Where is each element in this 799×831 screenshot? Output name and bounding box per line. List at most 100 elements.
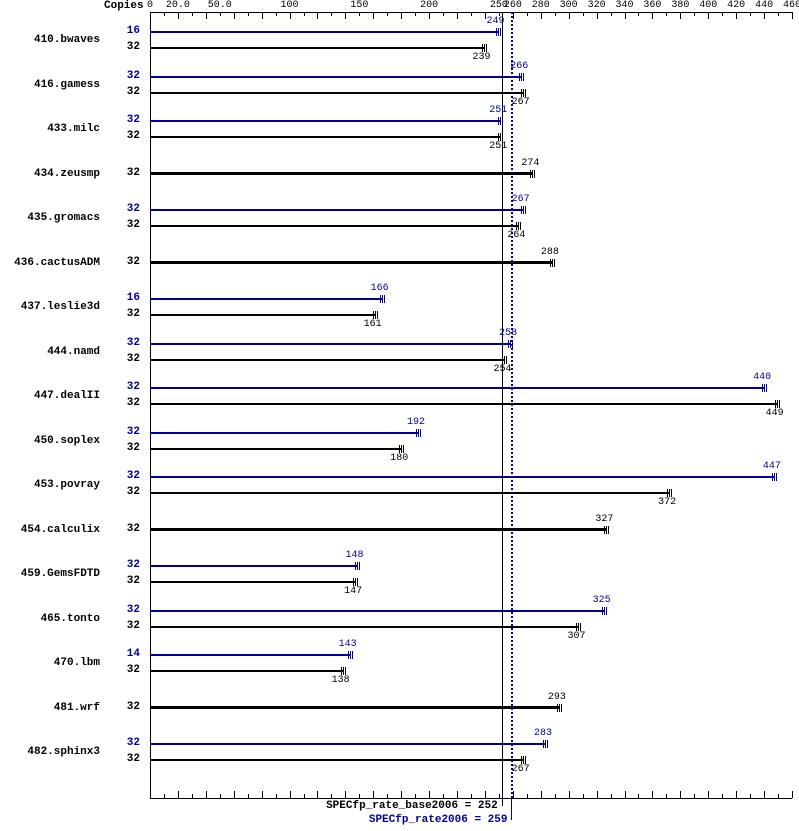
x-minortick-bottom bbox=[304, 794, 305, 798]
bar-end-tick bbox=[504, 356, 505, 364]
result-bar bbox=[150, 403, 777, 405]
x-axis-label: 200 bbox=[420, 0, 438, 11]
result-bar bbox=[150, 626, 578, 628]
x-tick-top bbox=[625, 12, 626, 19]
x-tick-bottom bbox=[429, 791, 430, 798]
x-tick-bottom bbox=[178, 791, 179, 798]
bar-end-tick bbox=[604, 526, 605, 534]
bar-end-tick bbox=[341, 667, 342, 675]
bar-end-tick bbox=[521, 89, 522, 97]
result-bar bbox=[150, 298, 382, 300]
x-minortick-top bbox=[192, 12, 193, 16]
bar-end-tick bbox=[359, 562, 360, 570]
bar-end-tick bbox=[532, 170, 533, 178]
result-value: 440 bbox=[753, 372, 771, 383]
copies-value: 32 bbox=[0, 70, 140, 82]
bar-end-tick bbox=[606, 607, 607, 615]
x-minortick-bottom bbox=[443, 794, 444, 798]
bar-end-tick bbox=[604, 607, 605, 615]
result-value: 148 bbox=[346, 550, 364, 561]
bar-end-tick bbox=[776, 473, 777, 481]
bar-end-tick bbox=[554, 259, 555, 267]
x-minortick-bottom bbox=[583, 794, 584, 798]
bar-end-tick bbox=[500, 133, 501, 141]
x-tick-top bbox=[345, 12, 346, 19]
bar-end-tick bbox=[498, 28, 499, 36]
x-minortick-top bbox=[722, 12, 723, 16]
result-value: 267 bbox=[512, 194, 530, 205]
x-tick-bottom bbox=[373, 791, 374, 798]
bar-end-tick bbox=[521, 756, 522, 764]
x-minortick-top bbox=[359, 12, 360, 16]
copies-value: 32 bbox=[0, 256, 140, 268]
bar-end-tick bbox=[502, 117, 503, 125]
bar-end-tick bbox=[357, 578, 358, 586]
bar-end-tick bbox=[779, 400, 780, 408]
x-minortick-top bbox=[583, 12, 584, 16]
x-minortick-bottom bbox=[750, 794, 751, 798]
bar-end-tick bbox=[525, 89, 526, 97]
bar-end-tick bbox=[357, 562, 358, 570]
bar-end-tick bbox=[777, 400, 778, 408]
x-tick-bottom bbox=[764, 791, 765, 798]
bar-end-tick bbox=[502, 356, 503, 364]
x-minortick-bottom bbox=[471, 794, 472, 798]
result-bar bbox=[150, 565, 357, 567]
x-minortick-top bbox=[387, 12, 388, 16]
copies-value: 32 bbox=[0, 470, 140, 482]
bar-end-tick bbox=[766, 384, 767, 392]
x-minortick-bottom bbox=[387, 794, 388, 798]
bar-end-tick bbox=[764, 384, 765, 392]
copies-value: 32 bbox=[0, 308, 140, 320]
result-value: 161 bbox=[364, 319, 382, 330]
result-bar bbox=[150, 314, 375, 316]
bar-end-tick bbox=[375, 311, 376, 319]
bar-end-tick bbox=[557, 704, 558, 712]
x-tick-bottom bbox=[680, 791, 681, 798]
bar-end-tick bbox=[559, 704, 560, 712]
bar-end-tick bbox=[343, 667, 344, 675]
bar-end-tick bbox=[530, 170, 531, 178]
x-minortick-bottom bbox=[555, 794, 556, 798]
x-tick-top bbox=[736, 12, 737, 19]
x-minortick-top bbox=[220, 12, 221, 16]
bar-end-tick bbox=[547, 740, 548, 748]
bar-end-tick bbox=[384, 295, 385, 303]
x-minortick-bottom bbox=[694, 794, 695, 798]
copies-value: 32 bbox=[0, 426, 140, 438]
plot-left-border bbox=[150, 12, 151, 798]
bar-end-tick bbox=[525, 756, 526, 764]
x-tick-top bbox=[541, 12, 542, 19]
result-bar bbox=[150, 581, 355, 583]
x-tick-top bbox=[708, 12, 709, 19]
bar-end-tick bbox=[418, 429, 419, 437]
copies-value: 32 bbox=[0, 737, 140, 749]
reference-label: SPECfp_rate2006 = 259 bbox=[369, 814, 508, 826]
x-minortick-top bbox=[555, 12, 556, 16]
x-tick-top bbox=[429, 12, 430, 19]
bar-end-tick bbox=[403, 445, 404, 453]
copies-value: 32 bbox=[0, 86, 140, 98]
result-bar bbox=[150, 528, 606, 531]
result-bar bbox=[150, 92, 523, 94]
x-axis-label: 280 bbox=[532, 0, 550, 11]
x-minortick-top bbox=[304, 12, 305, 16]
bar-end-tick bbox=[523, 89, 524, 97]
x-tick-top bbox=[150, 12, 151, 19]
bar-end-tick bbox=[523, 206, 524, 214]
bar-end-tick bbox=[506, 356, 507, 364]
x-minortick-top bbox=[415, 12, 416, 16]
bar-end-tick bbox=[498, 133, 499, 141]
result-bar bbox=[150, 359, 504, 361]
bar-end-tick bbox=[762, 384, 763, 392]
result-value: 274 bbox=[521, 158, 539, 169]
bar-end-tick bbox=[345, 667, 346, 675]
x-axis-label: 420 bbox=[727, 0, 745, 11]
bar-end-tick bbox=[512, 340, 513, 348]
x-tick-top bbox=[178, 12, 179, 19]
x-tick-top bbox=[290, 12, 291, 19]
x-minortick-top bbox=[527, 12, 528, 16]
result-bar bbox=[150, 610, 604, 612]
copies-value: 32 bbox=[0, 620, 140, 632]
x-minortick-bottom bbox=[220, 794, 221, 798]
